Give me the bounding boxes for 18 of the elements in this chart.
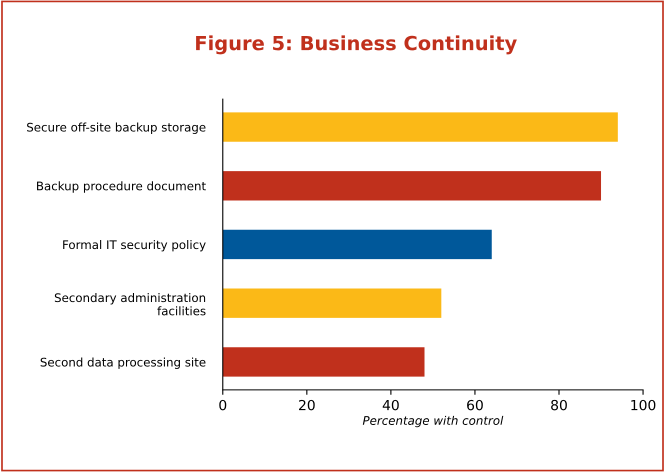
y-tick-label: Secondary administration facilities (54, 293, 206, 316)
x-tick-label: 80 (551, 400, 567, 410)
bar (222, 230, 492, 260)
chart-title: Figure 5: Business Continuity (196, 35, 517, 54)
x-tick-label: 0 (219, 400, 226, 410)
x-tick-label: 100 (631, 400, 656, 410)
x-axis-title: Percentage with control (362, 416, 504, 428)
bar (222, 112, 618, 142)
x-tick-label: 60 (467, 400, 483, 410)
bar (222, 288, 442, 318)
y-tick-label: Formal IT security policy (63, 240, 206, 252)
x-tick-label: 20 (299, 400, 315, 410)
x-tick-label: 40 (382, 400, 399, 410)
bar (222, 171, 602, 200)
y-tick-label: Secure off-site backup storage (27, 122, 206, 134)
y-tick-label: Second data processing site (40, 357, 206, 369)
bar (222, 347, 425, 377)
y-tick-label: Backup procedure document (37, 181, 206, 193)
